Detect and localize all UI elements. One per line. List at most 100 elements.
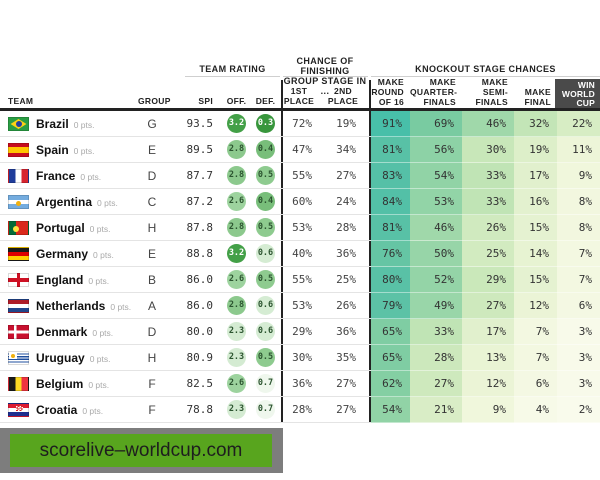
cell-semifinals: 29% xyxy=(462,267,514,293)
cell-round-of-16: 84% xyxy=(371,189,410,215)
cell-1st-place: 36% xyxy=(292,377,312,390)
group-letter: H xyxy=(147,351,157,365)
cell-1st-place: 60% xyxy=(292,195,312,208)
cell-1st-place: 55% xyxy=(292,169,312,182)
cell-quarterfinals: 21% xyxy=(410,397,462,423)
offense-rating-circle: 2.3 xyxy=(227,348,246,367)
netherlands-flag-icon xyxy=(8,299,29,313)
col-win-world-cup: WIN WORLD CUP xyxy=(555,79,600,108)
team-row: Croatia 0 pts. F 78.8 2.3 0.7 28% 27% 54% 21% 9% 4%… xyxy=(0,397,600,423)
row-separator xyxy=(0,136,371,137)
defense-rating-circle: 0.5 xyxy=(256,270,275,289)
spi-value: 89.5 xyxy=(186,143,214,156)
team-row: Portugal 0 pts. H 87.8 2.8 0.5 53% 28% 81% 46% 26%… xyxy=(0,215,600,241)
knockout-group-label: KNOCKOUT STAGE CHANCES xyxy=(415,64,556,74)
team-name: Argentina 0 pts. xyxy=(36,195,118,209)
cell-final: 17% xyxy=(514,163,557,189)
watermark-banner[interactable]: scorelive–worldcup.com xyxy=(0,428,283,473)
spi-value: 86.0 xyxy=(186,299,214,312)
team-name: England 0 pts. xyxy=(36,273,110,287)
cell-quarterfinals: 53% xyxy=(410,189,462,215)
team-points: 0 pts. xyxy=(73,120,95,130)
spi-value: 87.2 xyxy=(186,195,214,208)
cell-semifinals: 26% xyxy=(462,215,514,241)
cell-quarterfinals: 54% xyxy=(410,163,462,189)
cell-win-world-cup: 22% xyxy=(557,111,600,137)
spi-value: 87.7 xyxy=(186,169,214,182)
team-row: Uruguay 0 pts. H 80.9 2.3 0.5 30% 35% 65% 28% 13% 7… xyxy=(0,345,600,371)
cell-quarterfinals: 49% xyxy=(410,293,462,319)
group-letter: H xyxy=(147,221,157,235)
portugal-flag-icon xyxy=(8,221,29,235)
cell-semifinals: 30% xyxy=(462,137,514,163)
watermark-url[interactable]: scorelive–worldcup.com xyxy=(10,434,272,467)
team-row: Netherlands 0 pts. A 86.0 2.8 0.6 53% 26% 79% 49%… xyxy=(0,293,600,319)
cell-quarterfinals: 27% xyxy=(410,371,462,397)
team-name: Uruguay 0 pts. xyxy=(36,351,111,365)
argentina-flag-icon xyxy=(8,195,29,209)
group-letter: E xyxy=(147,143,156,157)
cell-win-world-cup: 8% xyxy=(557,215,600,241)
cell-1st-place: 72% xyxy=(292,117,312,130)
cell-2nd-place: 19% xyxy=(336,117,356,130)
group-letter: G xyxy=(147,117,157,131)
team-points: 0 pts. xyxy=(92,328,114,338)
defense-rating-circle: 0.6 xyxy=(256,322,275,341)
cell-quarterfinals: 33% xyxy=(410,319,462,345)
defense-rating-circle: 0.4 xyxy=(256,192,275,211)
team-name: Croatia 0 pts. xyxy=(36,403,104,417)
cell-win-world-cup: 3% xyxy=(557,371,600,397)
cell-round-of-16: 65% xyxy=(371,345,410,371)
spi-value: 88.8 xyxy=(186,247,214,260)
col-def: DEF. xyxy=(255,96,276,106)
cell-final: 15% xyxy=(514,215,557,241)
cell-win-world-cup: 7% xyxy=(557,241,600,267)
cell-win-world-cup: 11% xyxy=(557,137,600,163)
team-name: Portugal 0 pts. xyxy=(36,221,111,235)
defense-rating-circle: 0.5 xyxy=(256,166,275,185)
defense-rating-circle: 0.6 xyxy=(256,244,275,263)
team-points: 0 pts. xyxy=(89,354,111,364)
defense-rating-circle: 0.7 xyxy=(256,374,275,393)
chance-underline xyxy=(283,76,368,77)
group-letter: D xyxy=(147,169,157,183)
row-separator xyxy=(0,422,371,423)
offense-rating-circle: 2.6 xyxy=(227,374,246,393)
cell-semifinals: 12% xyxy=(462,371,514,397)
cell-semifinals: 9% xyxy=(462,397,514,423)
team-row: Denmark 0 pts. D 80.0 2.3 0.6 29% 36% 65% 33% 17% 7… xyxy=(0,319,600,345)
team-row: Belgium 0 pts. F 82.5 2.6 0.7 36% 27% 62% 27% 12% 6… xyxy=(0,371,600,397)
cell-final: 14% xyxy=(514,241,557,267)
cell-semifinals: 13% xyxy=(462,345,514,371)
team-points: 0 pts. xyxy=(80,172,102,182)
cell-final: 7% xyxy=(514,345,557,371)
team-name: Netherlands 0 pts. xyxy=(36,299,132,313)
cell-2nd-place: 26% xyxy=(336,299,356,312)
cell-1st-place: 30% xyxy=(292,351,312,364)
team-points: 0 pts. xyxy=(88,380,110,390)
team-name: Belgium 0 pts. xyxy=(36,377,110,391)
team-row: Spain 0 pts. E 89.5 2.8 0.4 47% 34% 81% 56% 30% 19%… xyxy=(0,137,600,163)
defense-rating-circle: 0.6 xyxy=(256,296,275,315)
france-flag-icon xyxy=(8,169,29,183)
uruguay-flag-icon xyxy=(8,351,29,365)
group-letter: B xyxy=(147,273,156,287)
team-points: 0 pts. xyxy=(89,224,111,234)
team-points: 0 pts. xyxy=(82,406,104,416)
cell-final: 6% xyxy=(514,371,557,397)
team-points: 0 pts. xyxy=(110,302,132,312)
defense-rating-circle: 0.5 xyxy=(256,348,275,367)
cell-win-world-cup: 7% xyxy=(557,267,600,293)
group-letter: F xyxy=(148,403,156,417)
group-letter: C xyxy=(147,195,157,209)
cell-semifinals: 46% xyxy=(462,111,514,137)
brazil-flag-icon xyxy=(8,117,29,131)
group-letter: E xyxy=(147,247,156,261)
cell-1st-place: 28% xyxy=(292,403,312,416)
cell-final: 4% xyxy=(514,397,557,423)
chance-group-label: CHANCE OF FINISHING GROUP STAGE IN ... xyxy=(283,56,367,96)
cell-2nd-place: 34% xyxy=(336,143,356,156)
cell-round-of-16: 81% xyxy=(371,137,410,163)
defense-rating-circle: 0.7 xyxy=(256,400,275,419)
cell-quarterfinals: 50% xyxy=(410,241,462,267)
